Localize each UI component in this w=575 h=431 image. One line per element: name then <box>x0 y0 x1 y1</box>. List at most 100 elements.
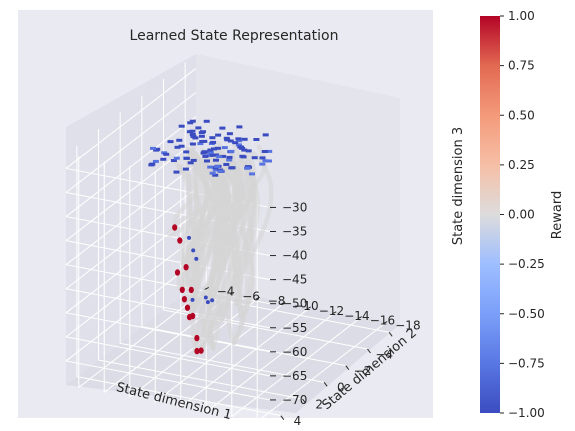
cluster-point <box>215 146 221 150</box>
cluster-point <box>223 163 230 166</box>
grid-line-x <box>76 376 281 417</box>
z-tick-label: −45 <box>282 273 307 287</box>
z-tick-label: −55 <box>282 321 307 335</box>
z-tick-label: −60 <box>282 345 307 359</box>
y-tick-label: −10 <box>293 299 318 313</box>
cluster-point <box>253 138 260 141</box>
grid-line-x <box>163 309 368 350</box>
colorbar-tick-label: 0.25 <box>508 158 535 172</box>
cluster-point <box>170 159 177 162</box>
cluster-point <box>241 137 248 141</box>
cluster-point <box>236 125 243 129</box>
positive-reward-point <box>198 347 204 354</box>
cluster-point <box>209 153 216 157</box>
y-tick-label: −14 <box>344 309 369 323</box>
cluster-point <box>182 167 189 171</box>
cluster-point <box>219 126 226 130</box>
cluster-point <box>244 166 251 170</box>
z-tick-label: −30 <box>282 200 307 214</box>
cluster-point <box>176 138 183 142</box>
y-tick-mark <box>204 286 209 290</box>
z-axis-label: State dimension 3 <box>451 127 466 245</box>
grid-line-y <box>180 306 312 408</box>
cluster-point <box>190 158 197 162</box>
positive-reward-point <box>177 237 183 244</box>
cluster-point <box>213 158 219 162</box>
cluster-point <box>228 166 235 170</box>
negative-reward-point <box>191 248 196 253</box>
cluster-point <box>167 140 174 144</box>
cluster-point <box>232 141 239 145</box>
positive-reward-point <box>194 347 200 355</box>
positive-reward-point <box>188 286 194 294</box>
z-tick-label: −35 <box>282 225 307 239</box>
x-tick-mark <box>388 332 393 337</box>
cluster-point <box>197 142 204 146</box>
cluster-point <box>149 162 156 166</box>
grid-line-x <box>98 359 303 400</box>
cluster-point <box>266 159 272 163</box>
cluster-point <box>198 134 205 138</box>
cluster-point <box>202 154 209 158</box>
cluster-point <box>259 162 266 166</box>
trajectory-line <box>225 149 239 346</box>
y-tick-mark <box>306 306 311 310</box>
cluster-point <box>251 156 258 160</box>
grid-lines <box>65 62 390 422</box>
cluster-point <box>215 133 222 137</box>
cluster-point <box>154 147 161 151</box>
cluster-point <box>249 172 255 176</box>
grid-line-y <box>78 287 210 388</box>
y-tick-mark <box>255 296 260 300</box>
cluster-point <box>226 155 233 159</box>
chart-title: Learned State Representation <box>130 28 339 44</box>
x-tick-mark <box>323 382 328 387</box>
cluster-point <box>163 152 170 156</box>
y-tick-labels: −4 −6 −8 −10 −12 −14 −16 −18 <box>204 284 421 333</box>
x-tick-label: 2 <box>315 397 323 411</box>
negative-reward-point <box>187 235 191 240</box>
cluster-point <box>200 151 207 155</box>
cluster-point <box>226 158 233 162</box>
colorbar-tick-label: 0.75 <box>508 59 535 73</box>
z-tick-label: −40 <box>282 249 307 263</box>
cluster-point <box>160 157 167 161</box>
reward-points <box>172 224 215 355</box>
grid-line-y <box>205 311 337 413</box>
positive-reward-point <box>174 269 181 276</box>
grid-line-z <box>65 312 271 353</box>
cluster-point <box>216 155 223 159</box>
cluster-point <box>183 156 190 160</box>
cluster-point <box>212 173 219 177</box>
negative-reward-point <box>190 297 195 302</box>
x-tick-label: −4 <box>375 347 393 361</box>
cluster-point <box>192 136 199 140</box>
cluster-point <box>214 164 220 168</box>
grid-line-y <box>154 301 286 403</box>
cluster-point <box>259 156 266 160</box>
trajectory-line <box>189 148 223 275</box>
negative-reward-point <box>194 256 199 261</box>
colorbar-tick-label: 0.50 <box>508 108 535 122</box>
cluster-point <box>213 153 220 157</box>
positive-reward-point <box>183 264 189 271</box>
cluster-point <box>245 149 252 153</box>
cluster-point <box>187 161 194 165</box>
y-tick-mark <box>332 311 337 315</box>
x-tick-label: 4 <box>294 414 302 428</box>
grid-line-y <box>256 321 388 422</box>
y-tick-label: −4 <box>217 284 235 298</box>
cluster-point <box>183 150 190 154</box>
y-tick-mark <box>383 321 388 325</box>
grid-line-y <box>231 316 363 418</box>
y-tick-label: −12 <box>319 304 344 318</box>
trajectory-line <box>213 146 250 346</box>
cluster-point <box>241 148 248 152</box>
cluster-point <box>217 169 224 173</box>
grid-line-x <box>120 342 325 383</box>
y-tick-label: −8 <box>268 294 286 308</box>
cluster-point <box>226 132 233 136</box>
cluster-point <box>235 137 242 141</box>
grid-line-z <box>65 68 197 169</box>
